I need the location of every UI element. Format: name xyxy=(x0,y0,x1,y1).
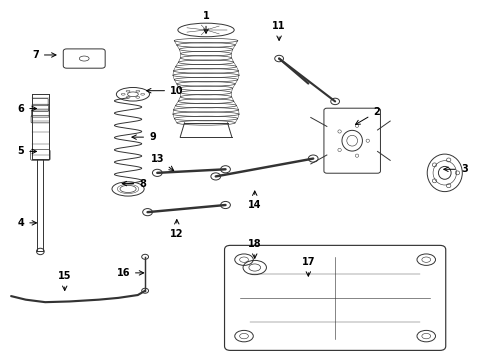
Text: 5: 5 xyxy=(18,147,36,157)
Text: 17: 17 xyxy=(301,257,315,276)
Text: 6: 6 xyxy=(18,104,36,113)
Text: 3: 3 xyxy=(444,164,467,174)
Text: 12: 12 xyxy=(170,220,184,239)
Text: 4: 4 xyxy=(18,218,36,228)
Text: 2: 2 xyxy=(356,107,380,125)
Text: 9: 9 xyxy=(132,132,156,142)
Text: 18: 18 xyxy=(248,239,262,258)
Text: 13: 13 xyxy=(150,154,173,171)
Text: 15: 15 xyxy=(58,271,72,291)
Text: 8: 8 xyxy=(122,179,146,189)
Text: 1: 1 xyxy=(203,11,209,33)
Text: 14: 14 xyxy=(248,191,262,210)
Text: 7: 7 xyxy=(32,50,56,60)
Text: 16: 16 xyxy=(117,268,144,278)
Text: 10: 10 xyxy=(147,86,184,96)
Text: 11: 11 xyxy=(272,21,286,40)
